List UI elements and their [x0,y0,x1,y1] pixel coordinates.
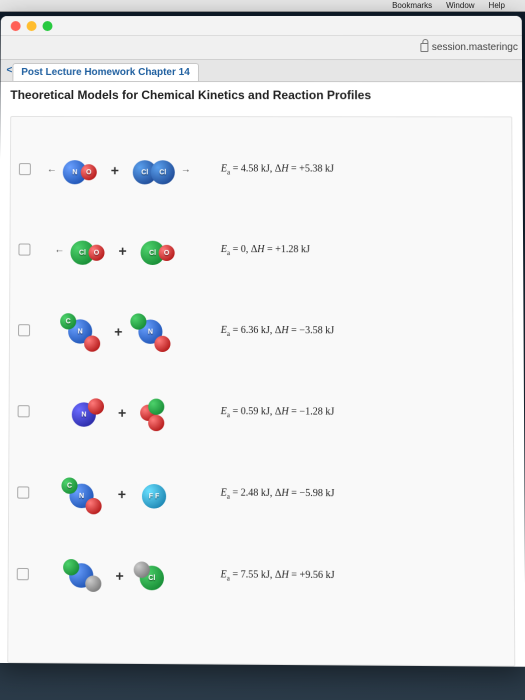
atom-icon [148,399,164,415]
zoom-window-button[interactable] [43,21,53,31]
equation-text: Ea = 6.36 kJ, ΔH = −3.58 kJ [221,324,505,338]
reaction-row: NCN+ Ea = 6.36 kJ, ΔH = −3.58 kJ [18,290,505,373]
arrow-left-icon: ← [47,164,57,175]
reaction-diagram: NCN+ [40,295,211,366]
menu-bookmarks[interactable]: Bookmarks [392,1,432,10]
atom-icon: O [159,245,175,261]
arrow-left-icon: ← [54,245,64,256]
reaction-row: NOClCl+←→Ea = 4.58 kJ, ΔH = +5.38 kJ [19,129,504,210]
desktop-background: Bookmarks Window Help session.masteringc… [0,0,525,700]
reaction-diagram: Cl+ [39,538,211,611]
reaction-diagram: NOClCl+←→ [41,134,211,205]
atom-icon [84,336,100,352]
reaction-checkbox[interactable] [19,163,31,175]
mac-menubar: Bookmarks Window Help [0,0,525,12]
reaction-row: ClOClO+←Ea = 0, ΔH = +1.28 kJ [18,209,504,291]
atom-icon: F F [142,484,166,509]
reaction-row: Cl+ Ea = 7.55 kJ, ΔH = +9.56 kJ [17,533,506,618]
reaction-diagram: ClOClO+← [40,214,211,285]
reaction-row: NCF F+Ea = 2.48 kJ, ΔH = −5.98 kJ [17,452,505,536]
equation-text: Ea = 0, ΔH = +1.28 kJ [221,243,504,257]
page-content: Theoretical Models for Chemical Kinetics… [0,82,525,667]
atom-icon [88,398,104,414]
atom-icon: O [81,164,97,180]
plus-icon: + [118,486,126,502]
equation-text: Ea = 2.48 kJ, ΔH = −5.98 kJ [221,487,506,502]
atom-icon [85,576,101,592]
menu-help[interactable]: Help [489,1,505,10]
arrow-right-icon: → [181,164,191,175]
page-title: Theoretical Models for Chemical Kinetics… [10,88,512,102]
reaction-checkbox[interactable] [17,568,29,580]
menu-window[interactable]: Window [446,1,474,10]
minimize-window-button[interactable] [27,21,37,31]
tab-active[interactable]: Post Lecture Homework Chapter 14 [12,63,199,81]
reaction-checkbox[interactable] [18,324,30,336]
atom-icon [154,336,170,352]
plus-icon: + [114,323,122,339]
plus-icon: + [115,568,123,584]
plus-icon: + [118,243,126,259]
reaction-row: N+ Ea = 0.59 kJ, ΔH = −1.28 kJ [17,371,505,454]
atom-icon: C [61,477,77,493]
atom-icon [130,313,146,329]
plus-icon: + [118,405,126,421]
close-window-button[interactable] [11,21,21,31]
equation-text: Ea = 4.58 kJ, ΔH = +5.38 kJ [221,163,504,176]
atom-icon: C [60,313,76,329]
lock-icon [421,43,429,52]
address-bar[interactable]: session.masteringc [1,36,522,60]
reaction-checkbox[interactable] [17,486,29,498]
atom-icon [148,415,164,431]
window-controls [1,16,522,36]
atom-icon: Cl [151,160,175,184]
tab-bar: < Post Lecture Homework Chapter 14 [0,60,522,82]
reaction-checkbox[interactable] [18,405,30,417]
reaction-checkbox[interactable] [18,243,30,255]
url-text: session.masteringc [432,42,518,53]
atom-icon [134,561,150,577]
atom-icon [63,559,79,575]
reaction-diagram: N+ [40,376,211,448]
equation-text: Ea = 7.55 kJ, ΔH = +9.56 kJ [221,569,506,584]
reaction-diagram: NCF F+ [39,457,210,529]
equation-text: Ea = 0.59 kJ, ΔH = −1.28 kJ [221,405,505,419]
question-panel: NOClCl+←→Ea = 4.58 kJ, ΔH = +5.38 kJClOC… [7,116,515,667]
plus-icon: + [111,162,119,178]
atom-icon [85,498,101,514]
atom-icon: O [88,245,104,261]
browser-window: session.masteringc < Post Lecture Homewo… [0,16,525,667]
